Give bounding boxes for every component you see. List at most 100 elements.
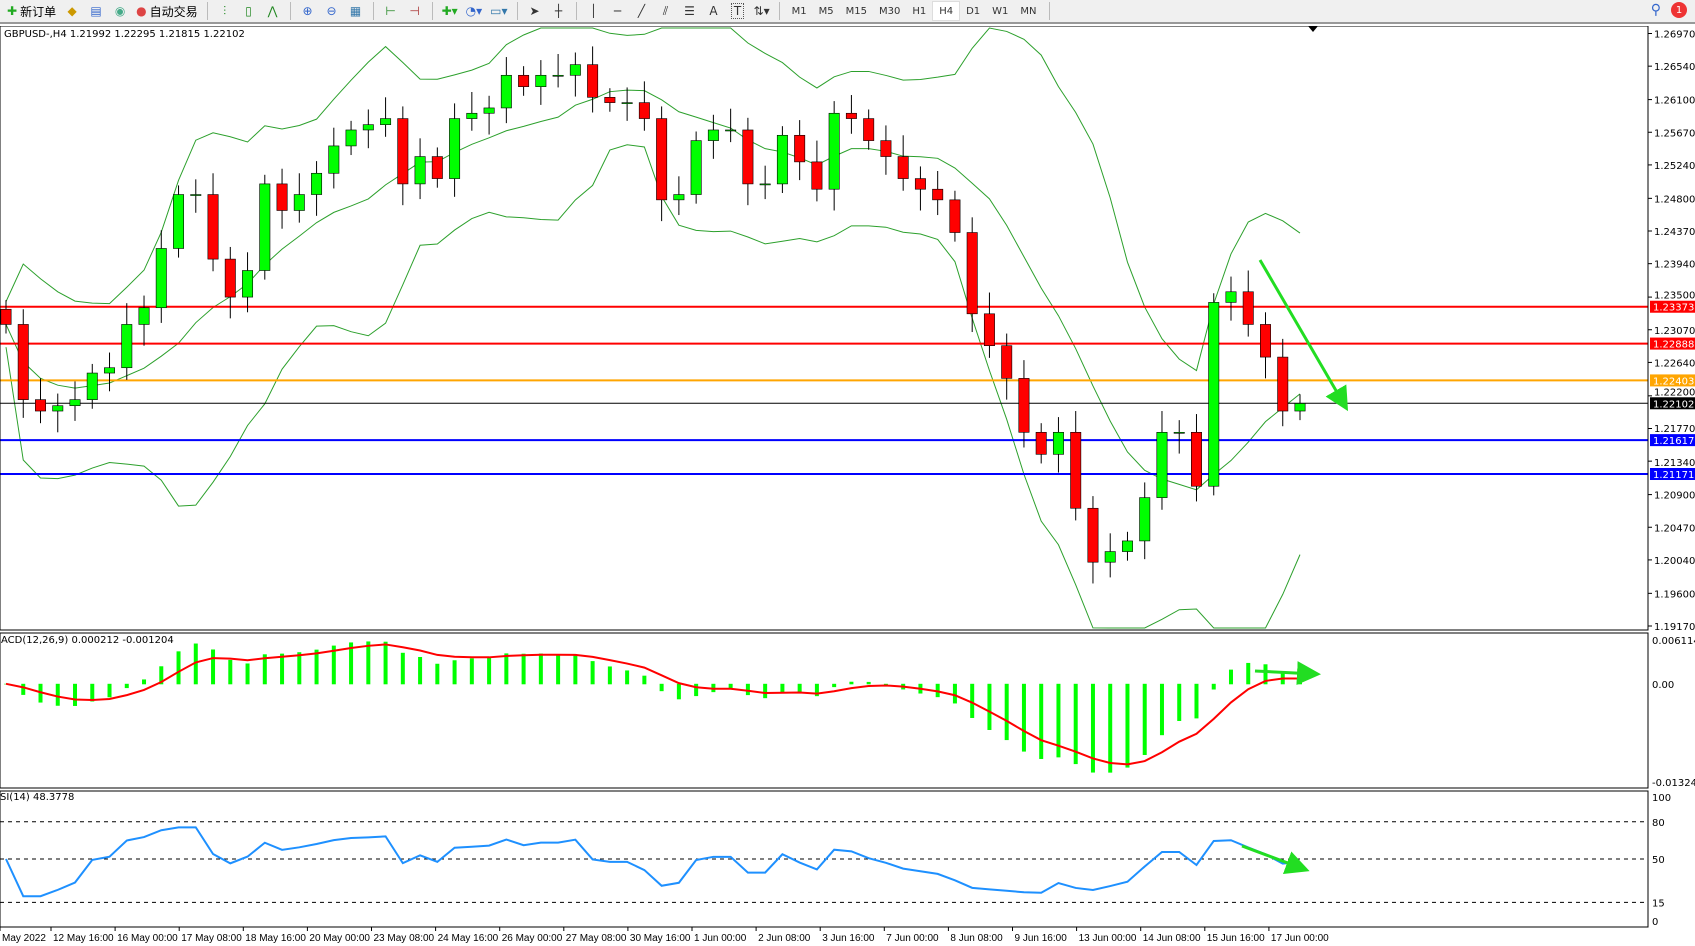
templates-button[interactable]: ▭▾ bbox=[487, 1, 510, 21]
macd-histogram-bar bbox=[590, 661, 595, 685]
tile-button[interactable]: ▦ bbox=[345, 1, 367, 21]
vline-button[interactable]: │ bbox=[583, 1, 605, 21]
timeframe-d1[interactable]: D1 bbox=[966, 5, 981, 17]
chart-area[interactable]: 1.23373 1.22888 1.22403 1.22102 1.21617 1.211… bbox=[0, 26, 1695, 946]
candle-body bbox=[86, 372, 98, 400]
history-icon: ▤ bbox=[90, 4, 102, 18]
macd-histogram-bar bbox=[400, 652, 405, 685]
time-tick-label: 30 May 16:00 bbox=[630, 933, 691, 944]
level-price-label: 1.22403 bbox=[1653, 376, 1694, 387]
candle-body bbox=[759, 183, 771, 186]
autoscroll-button[interactable]: ⊢ bbox=[380, 1, 402, 21]
candle-body bbox=[1035, 431, 1047, 455]
time-tick-label: 12 May 16:00 bbox=[53, 933, 114, 944]
search-icon[interactable]: ⚲ bbox=[1650, 2, 1661, 18]
candle-body bbox=[1104, 551, 1116, 563]
price-tick-label: 1.20040 bbox=[1654, 556, 1695, 567]
periods-button[interactable]: ◔▾ bbox=[463, 1, 486, 21]
candle-body bbox=[138, 307, 150, 325]
level-price-label: 1.22888 bbox=[1653, 340, 1694, 351]
macd-histogram-bar bbox=[694, 683, 699, 697]
timeframe-w1[interactable]: W1 bbox=[992, 5, 1009, 17]
time-tick-label: 9 Jun 16:00 bbox=[1015, 933, 1068, 944]
hline-button[interactable]: ─ bbox=[607, 1, 629, 21]
history-button[interactable]: ▤ bbox=[85, 1, 107, 21]
line-chart-button[interactable]: ⋀ bbox=[262, 1, 284, 21]
candle-body bbox=[638, 102, 650, 119]
candle-body bbox=[311, 172, 323, 195]
candle-body bbox=[17, 324, 29, 400]
timeframe-h4[interactable]: H4 bbox=[932, 1, 961, 21]
time-tick-label: 14 Jun 08:00 bbox=[1143, 933, 1201, 944]
trend-arrow bbox=[1258, 259, 1349, 412]
text-button[interactable]: A bbox=[703, 1, 725, 21]
rsi-label: SI(14) 48.3778 bbox=[0, 792, 74, 803]
macd-histogram-bar bbox=[1263, 664, 1268, 685]
time-tick-label: 13 Jun 00:00 bbox=[1079, 933, 1137, 944]
label-button[interactable]: T bbox=[727, 1, 749, 21]
candle-body bbox=[690, 140, 702, 195]
expert-button[interactable]: ◆ bbox=[61, 1, 83, 21]
macd-pane bbox=[4, 641, 1321, 773]
macd-arrow bbox=[1254, 661, 1321, 686]
candle-body bbox=[414, 156, 426, 185]
auto-trade-button[interactable]: ● 自动交易 bbox=[136, 4, 198, 19]
macd-histogram-bar bbox=[176, 651, 181, 685]
candle-body bbox=[121, 324, 133, 369]
price-tick-label: 1.25240 bbox=[1654, 161, 1695, 172]
price-tick-label: 1.19600 bbox=[1654, 589, 1695, 600]
macd-histogram-bar bbox=[90, 683, 95, 702]
timeframe-m30[interactable]: M30 bbox=[878, 5, 901, 17]
candle-body bbox=[380, 118, 392, 125]
crosshair-button[interactable]: ┼ bbox=[548, 1, 570, 21]
macd-histogram-bar bbox=[970, 683, 975, 718]
cursor-button[interactable]: ➤ bbox=[524, 1, 546, 21]
separator bbox=[1048, 2, 1050, 20]
separator bbox=[516, 2, 518, 20]
macd-tick-label: 0.00 bbox=[1652, 680, 1674, 691]
candle-body bbox=[914, 178, 926, 190]
rsi-tick-label: 0 bbox=[1652, 917, 1658, 928]
timeframe-m15[interactable]: M15 bbox=[845, 5, 867, 17]
indicators-button[interactable]: ✚▾ bbox=[439, 1, 461, 21]
macd-histogram-bar bbox=[314, 649, 319, 685]
channel-button[interactable]: ⫽ bbox=[655, 1, 677, 21]
timeframe-m1[interactable]: M1 bbox=[791, 5, 807, 17]
macd-histogram-bar bbox=[1125, 683, 1130, 768]
candle-body bbox=[69, 399, 81, 407]
zoom-out-button[interactable]: ⊖ bbox=[321, 1, 343, 21]
fibo-button[interactable]: ☰ bbox=[679, 1, 701, 21]
price-tick-label: 1.20470 bbox=[1654, 523, 1695, 534]
macd-histogram-bar bbox=[642, 675, 647, 685]
macd-histogram-bar bbox=[349, 642, 354, 685]
candle-chart-button[interactable]: ▯ bbox=[238, 1, 260, 21]
candle-body bbox=[500, 74, 512, 109]
trendline-button[interactable]: ╱ bbox=[631, 1, 653, 21]
macd-histogram-bar bbox=[245, 663, 250, 685]
macd-histogram-bar bbox=[1228, 669, 1233, 685]
notification-badge[interactable]: 1 bbox=[1671, 2, 1687, 18]
chart-shift-marker[interactable] bbox=[1308, 26, 1318, 32]
timeframe-h1[interactable]: H1 bbox=[912, 5, 927, 17]
bollinger-upper bbox=[5, 27, 1301, 372]
candle-body bbox=[155, 248, 167, 309]
arrows-button[interactable]: ⇅▾ bbox=[751, 1, 773, 21]
timeframe-m5[interactable]: M5 bbox=[818, 5, 834, 17]
chart-title: GBPUSD-,H4 1.21992 1.22295 1.21815 1.221… bbox=[4, 29, 245, 40]
macd-histogram-bar bbox=[745, 683, 750, 696]
candle-body bbox=[224, 258, 236, 298]
new-order-button[interactable]: ✚ 新订单 bbox=[7, 4, 57, 19]
rsi-tick-label: 15 bbox=[1652, 898, 1665, 909]
bar-chart-button[interactable]: ⫶ bbox=[214, 1, 236, 21]
timeframe-mn[interactable]: MN bbox=[1020, 5, 1037, 17]
shift-button[interactable]: ⊣ bbox=[404, 1, 426, 21]
auto-trade-icon: ● bbox=[136, 4, 147, 18]
time-tick-label: 27 May 08:00 bbox=[566, 933, 627, 944]
label-icon: T bbox=[730, 3, 745, 19]
macd-histogram-bar bbox=[1039, 683, 1044, 759]
time-tick-label: 17 May 08:00 bbox=[181, 933, 242, 944]
zoom-in-button[interactable]: ⊕ bbox=[297, 1, 319, 21]
macd-histogram-bar bbox=[55, 683, 60, 706]
candle-body bbox=[707, 129, 719, 141]
signal-button[interactable]: ◉ bbox=[109, 1, 131, 21]
